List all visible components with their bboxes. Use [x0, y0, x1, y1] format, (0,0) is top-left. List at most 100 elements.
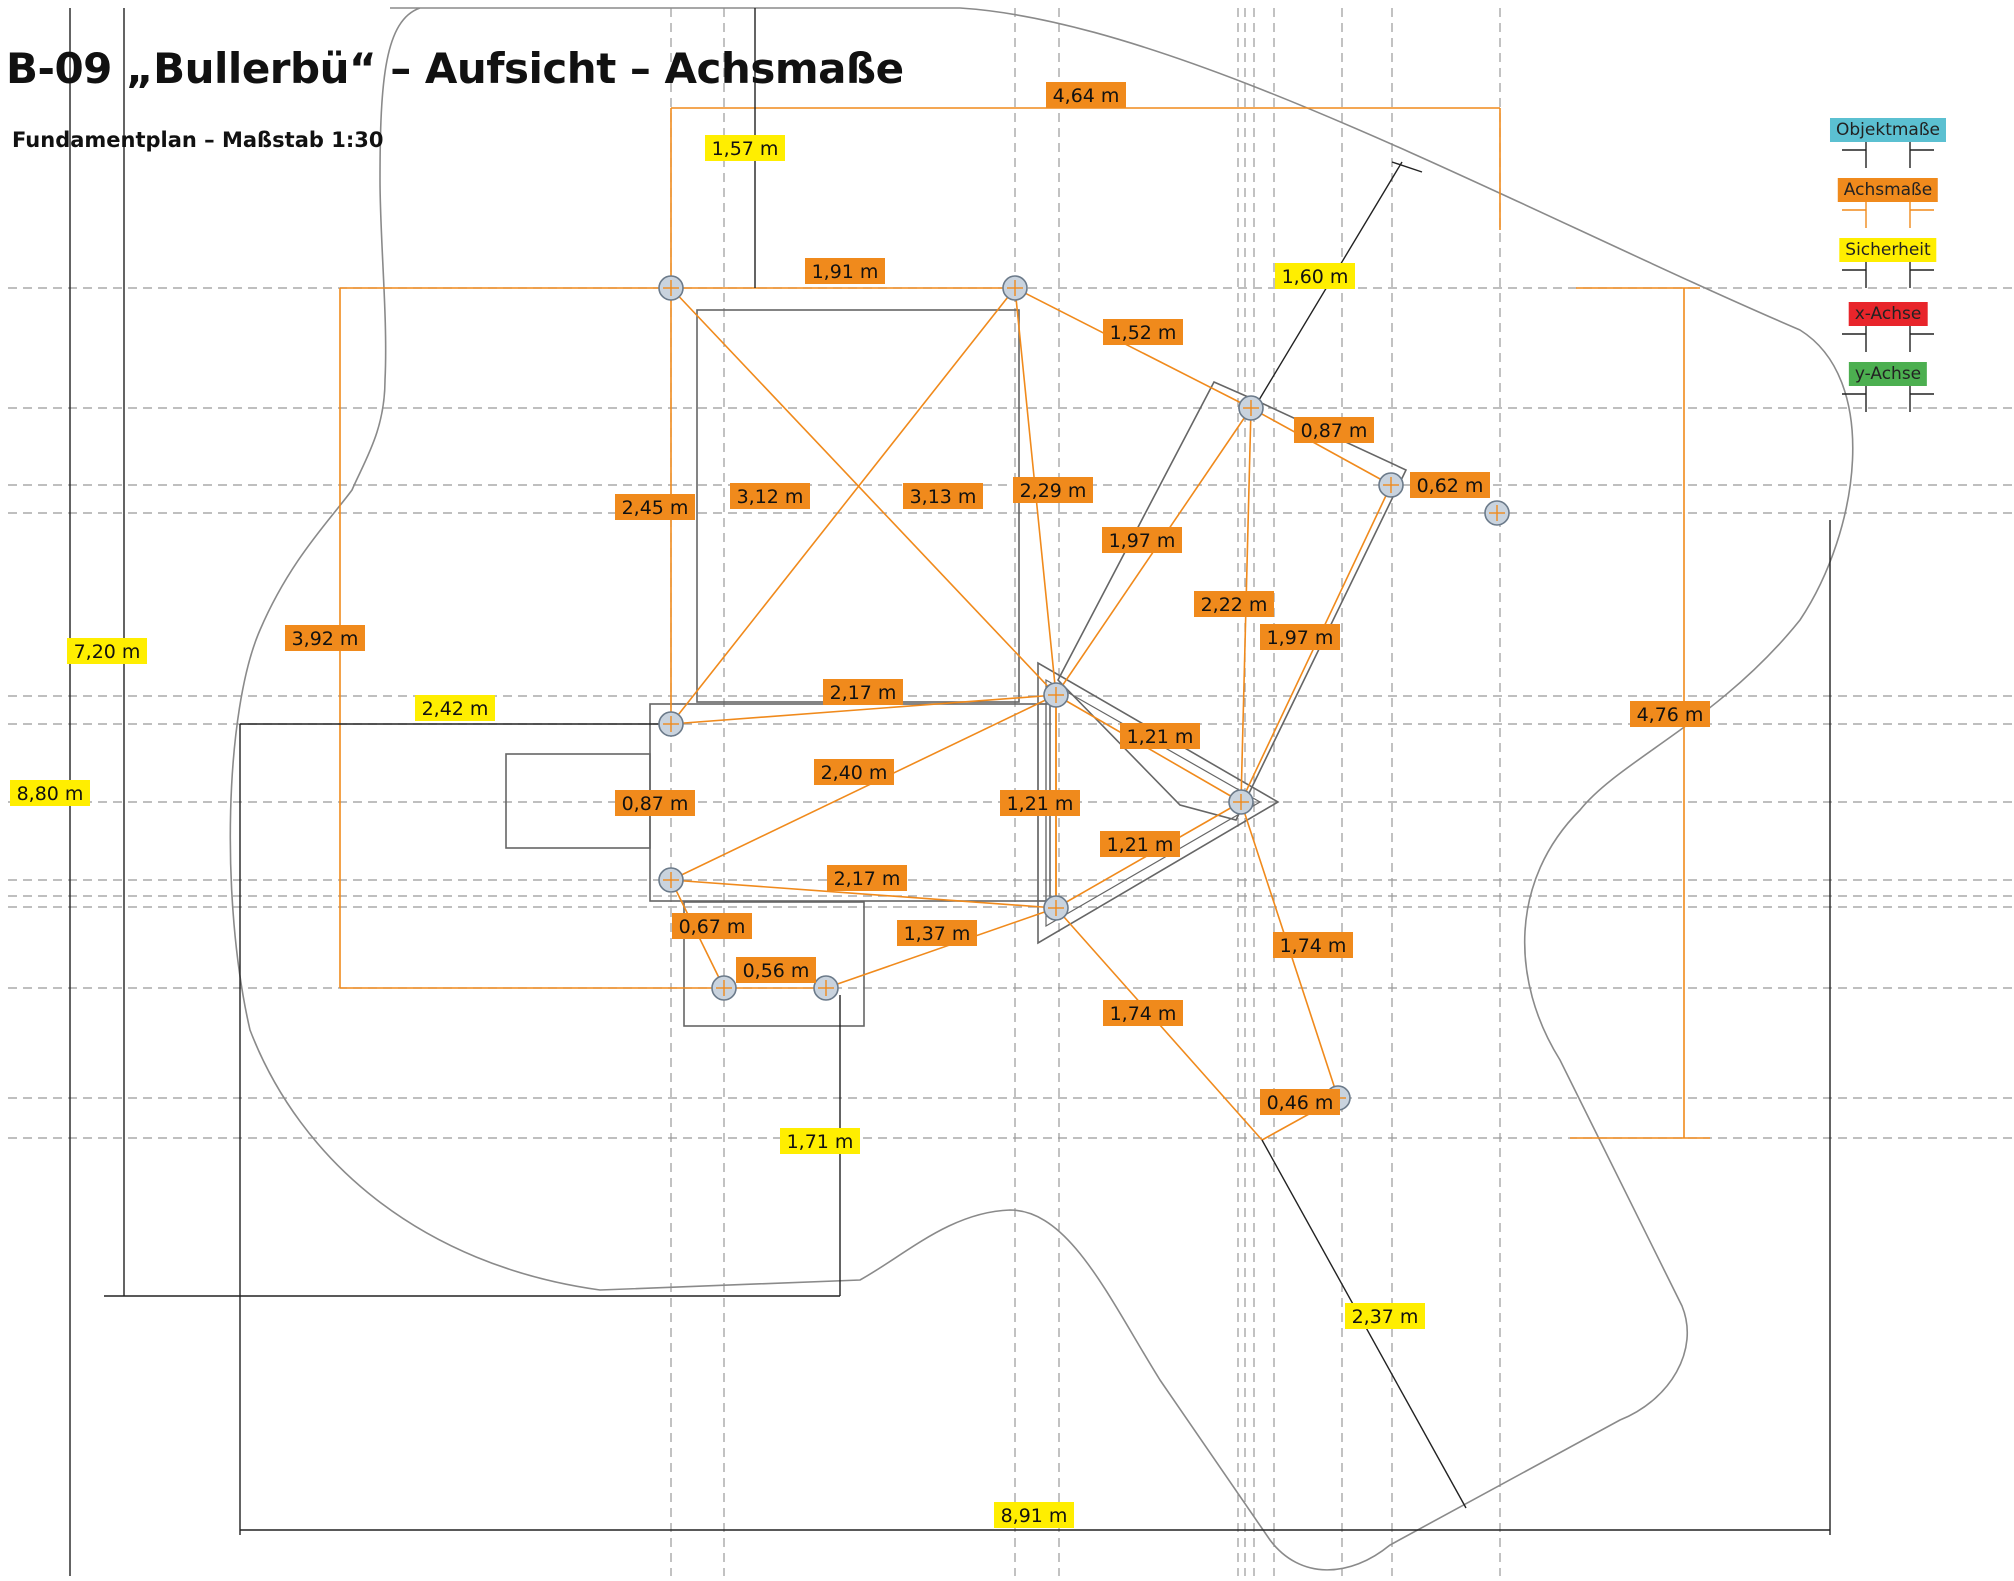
foundation-post: [658, 711, 684, 737]
label-background: [285, 625, 365, 651]
axis-dimension-label: 3,92 m: [285, 625, 365, 651]
safety-dimension-label: 1,71 m: [780, 1128, 860, 1154]
safety-dimension-label: 8,80 m: [10, 780, 90, 806]
label-background: [903, 483, 983, 509]
page-subtitle: Fundamentplan – Maßstab 1:30: [12, 128, 384, 152]
label-background: [1013, 477, 1093, 503]
label-text: 4,64 m: [1053, 85, 1120, 107]
label-background: [1100, 831, 1180, 857]
axis-dimension-label: 0,67 m: [672, 913, 752, 939]
label-background: [814, 759, 894, 785]
label-text: 2,17 m: [834, 868, 901, 890]
safety-dimension-line: [1391, 161, 1423, 173]
foundation-post: [1002, 275, 1028, 301]
axis-dimension-label: 0,46 m: [1260, 1089, 1340, 1115]
label-background: [994, 1502, 1074, 1528]
axis-dimension-label: 1,91 m: [805, 258, 885, 284]
legend-item: Objektmaße: [1808, 118, 1968, 170]
axis-dimension-line: [670, 694, 1057, 881]
label-text: 1,97 m: [1109, 530, 1176, 552]
safety-dimension-label: 1,57 m: [705, 135, 785, 161]
label-background: [1260, 624, 1340, 650]
axis-dimension-label: 3,12 m: [730, 483, 810, 509]
label-background: [67, 638, 147, 664]
axis-dimension-label: 1,21 m: [1120, 723, 1200, 749]
label-background: [1273, 932, 1353, 958]
axis-dimension-line: [670, 879, 1057, 909]
label-text: 2,42 m: [422, 698, 489, 720]
label-text: 4,76 m: [1637, 704, 1704, 726]
label-text: 1,21 m: [1107, 834, 1174, 856]
page-title: B-09 „Bullerbü“ – Aufsicht – Achsmaße: [6, 44, 904, 93]
label-background: [10, 780, 90, 806]
label-text: 0,56 m: [743, 960, 810, 982]
safety-dimension-label: 2,42 m: [415, 695, 495, 721]
label-text: 1,21 m: [1127, 726, 1194, 748]
legend-item: Sicherheit: [1808, 238, 1968, 290]
label-text: 1,71 m: [787, 1131, 854, 1153]
label-background: [672, 913, 752, 939]
label-background: [805, 258, 885, 284]
axis-dimension-line: [670, 287, 1057, 696]
label-text: 2,45 m: [622, 497, 689, 519]
foundation-post: [1378, 472, 1404, 498]
axis-dimension-label: 0,56 m: [736, 957, 816, 983]
axis-dimension-label: 1,97 m: [1102, 527, 1182, 553]
label-text: 3,92 m: [292, 628, 359, 650]
safety-dimension-lines: [69, 8, 1831, 1576]
axis-dimension-lines: [339, 107, 1710, 1141]
label-background: [615, 494, 695, 520]
axis-dimension-label: 2,17 m: [827, 865, 907, 891]
label-background: [705, 135, 785, 161]
axis-dimension-line: [1250, 407, 1392, 486]
safety-dimension-label: 7,20 m: [67, 638, 147, 664]
label-text: 1,52 m: [1110, 322, 1177, 344]
label-text: 7,20 m: [74, 641, 141, 663]
label-text: 1,37 m: [904, 923, 971, 945]
legend-item: Achsmaße: [1808, 178, 1968, 230]
legend-dimension-symbol: [1842, 326, 1934, 352]
label-text: 8,80 m: [17, 783, 84, 805]
legend-item: x-Achse: [1808, 302, 1968, 354]
axis-dimension-label: 1,37 m: [897, 920, 977, 946]
play-structure-outlines: [505, 309, 1408, 1027]
safety-zone-boundary: [229, 7, 1854, 1571]
axis-dimension-label: 3,13 m: [903, 483, 983, 509]
label-background: [1345, 1303, 1425, 1329]
axis-dimension-line: [670, 694, 1057, 725]
label-background: [615, 790, 695, 816]
foundation-post: [1043, 682, 1069, 708]
axis-dimension-label: 1,52 m: [1103, 319, 1183, 345]
foundation-post: [658, 867, 684, 893]
label-background: [1103, 319, 1183, 345]
label-background: [736, 957, 816, 983]
label-background: [1000, 790, 1080, 816]
label-text: 1,21 m: [1007, 793, 1074, 815]
label-text: 2,37 m: [1352, 1306, 1419, 1328]
label-background: [1194, 591, 1274, 617]
axis-dimension-label: 1,21 m: [1100, 831, 1180, 857]
label-text: 0,62 m: [1417, 475, 1484, 497]
axis-dimension-label: 2,17 m: [823, 679, 903, 705]
label-background: [1410, 472, 1490, 498]
axis-dimension-label: 2,22 m: [1194, 591, 1274, 617]
safety-area-outline: [229, 7, 1854, 1571]
axis-dimension-label: 4,64 m: [1046, 82, 1126, 108]
legend-item: y-Achse: [1808, 362, 1968, 414]
legend-dimension-symbol: [1842, 142, 1934, 168]
label-background: [780, 1128, 860, 1154]
axis-dimension-label: 0,62 m: [1410, 472, 1490, 498]
label-text: 3,12 m: [737, 486, 804, 508]
safety-dimension-label: 8,91 m: [994, 1502, 1074, 1528]
label-background: [1046, 82, 1126, 108]
label-background: [730, 483, 810, 509]
label-text: 8,91 m: [1001, 1505, 1068, 1527]
label-text: 1,97 m: [1267, 627, 1334, 649]
foundation-post: [711, 975, 737, 1001]
axis-dimension-label: 0,87 m: [615, 790, 695, 816]
legend-dimension-symbol: [1842, 262, 1934, 288]
label-background: [823, 679, 903, 705]
label-text: 0,87 m: [1301, 420, 1368, 442]
